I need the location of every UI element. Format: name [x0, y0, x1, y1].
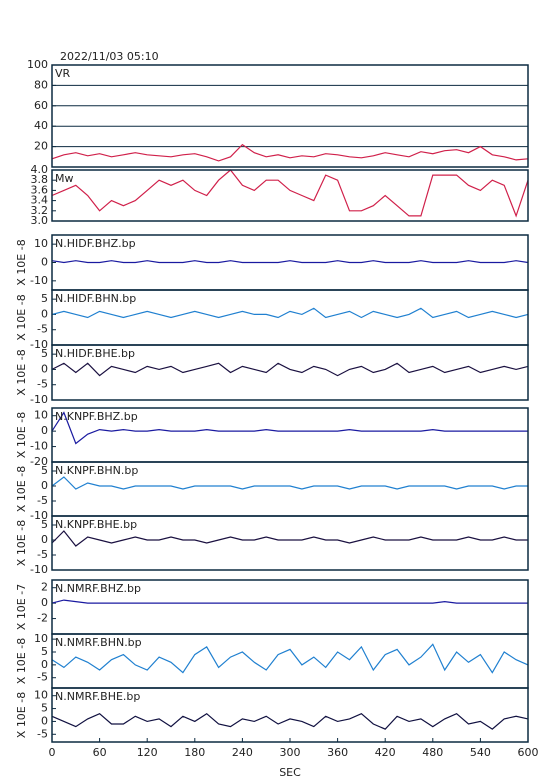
y-axis-label: X 10E -8 — [15, 349, 28, 395]
y-tick-label: 5 — [41, 645, 48, 658]
panel-label: N.NMRF.BHE.bp — [55, 690, 140, 703]
y-tick-label: 3.4 — [31, 194, 49, 207]
y-tick-label: 20 — [34, 140, 48, 153]
panel-label: Mw — [55, 172, 74, 185]
y-tick-label: -5 — [37, 727, 48, 740]
y-tick-label: 10 — [34, 237, 48, 250]
series-line — [51, 476, 528, 490]
chart-title: 2022/11/03 05:10 — [60, 50, 159, 63]
y-tick-label: 3.8 — [31, 173, 49, 186]
y-tick-label: -10 — [30, 274, 48, 287]
series-line — [51, 260, 529, 264]
y-tick-label: 3.6 — [31, 183, 49, 196]
series-line — [51, 169, 529, 218]
x-tick-label: 240 — [232, 746, 253, 759]
y-tick-label: -5 — [37, 494, 48, 507]
y-tick-label: 5 — [41, 518, 48, 531]
series-line — [51, 712, 529, 730]
panel-label: VR — [55, 67, 71, 80]
x-axis-label: SEC — [279, 766, 301, 779]
y-tick-label: 0 — [41, 424, 48, 437]
y-tick-label: -5 — [37, 378, 48, 391]
series-line — [51, 307, 529, 319]
panel-label: N.HIDF.BHE.bp — [55, 347, 135, 360]
y-tick-label: 40 — [34, 119, 48, 132]
y-tick-label: -10 — [30, 338, 48, 351]
y-tick-label: 10 — [34, 409, 48, 422]
x-tick-label: 0 — [49, 746, 56, 759]
panel-frame — [51, 169, 529, 222]
series-line — [51, 411, 528, 445]
x-tick-label: 540 — [470, 746, 491, 759]
y-tick-label: 2 — [41, 581, 48, 594]
y-tick-label: -10 — [30, 509, 48, 522]
y-tick-label: 0 — [41, 256, 48, 269]
y-tick-label: 5 — [41, 292, 48, 305]
y-tick-label: 5 — [41, 464, 48, 477]
x-tick-label: 420 — [375, 746, 396, 759]
panel-label: N.HIDF.BHZ.bp — [55, 237, 136, 250]
x-tick-label: 600 — [518, 746, 539, 759]
y-axis-label: X 10E -7 — [15, 584, 28, 630]
y-tick-label: 0 — [41, 533, 48, 546]
y-tick-label: -5 — [37, 548, 48, 561]
y-tick-label: -20 — [30, 455, 48, 468]
series-line — [51, 599, 528, 604]
y-tick-label: -5 — [37, 671, 48, 684]
y-axis-label: X 10E -8 — [15, 239, 28, 285]
y-tick-label: 0 — [41, 479, 48, 492]
y-tick-label: -2 — [37, 612, 48, 625]
y-tick-label: 5 — [41, 347, 48, 360]
y-tick-label: 4.0 — [31, 163, 49, 176]
series-line — [51, 643, 529, 674]
y-axis-label: X 10E -8 — [15, 412, 28, 458]
y-tick-label: 80 — [34, 78, 48, 91]
x-tick-label: 180 — [184, 746, 205, 759]
y-tick-label: 0 — [41, 714, 48, 727]
series-line — [51, 530, 528, 547]
y-axis-label: X 10E -8 — [15, 520, 28, 566]
y-axis-label: X 10E -8 — [15, 466, 28, 512]
y-axis-label: X 10E -8 — [15, 692, 28, 738]
x-tick-label: 480 — [422, 746, 443, 759]
panel-label: N.NMRF.BHZ.bp — [55, 582, 141, 595]
y-tick-label: 10 — [34, 689, 48, 702]
y-tick-label: -10 — [30, 393, 48, 406]
y-tick-label: -5 — [37, 323, 48, 336]
panel-frame — [51, 64, 529, 168]
x-tick-label: 300 — [280, 746, 301, 759]
y-tick-label: 3.2 — [31, 204, 49, 217]
series-line — [51, 362, 529, 377]
panel-label: N.KNPF.BHN.bp — [55, 464, 138, 477]
panel-label: N.NMRF.BHN.bp — [55, 636, 142, 649]
y-axis-label: X 10E -8 — [15, 638, 28, 684]
panel-label: N.HIDF.BHN.bp — [55, 292, 136, 305]
y-tick-label: 60 — [34, 99, 48, 112]
panel-frame — [51, 344, 529, 401]
y-tick-label: 0 — [41, 658, 48, 671]
x-tick-label: 120 — [137, 746, 158, 759]
panel-label: N.KNPF.BHE.bp — [55, 518, 137, 531]
y-tick-label: 0 — [41, 362, 48, 375]
y-tick-label: 100 — [27, 58, 48, 71]
panel-label: N.KNPF.BHZ.bp — [55, 410, 138, 423]
y-tick-label: 5 — [41, 702, 48, 715]
x-tick-label: 60 — [93, 746, 107, 759]
y-tick-label: -10 — [30, 563, 48, 576]
x-tick-label: 360 — [327, 746, 348, 759]
y-tick-label: 3.0 — [31, 214, 49, 227]
y-tick-label: 0 — [41, 596, 48, 609]
panel-frame — [51, 515, 529, 571]
y-tick-label: 10 — [34, 632, 48, 645]
y-tick-label: 0 — [41, 307, 48, 320]
y-tick-label: -10 — [30, 440, 48, 453]
series-line — [51, 143, 529, 162]
y-axis-label: X 10E -8 — [15, 294, 28, 340]
